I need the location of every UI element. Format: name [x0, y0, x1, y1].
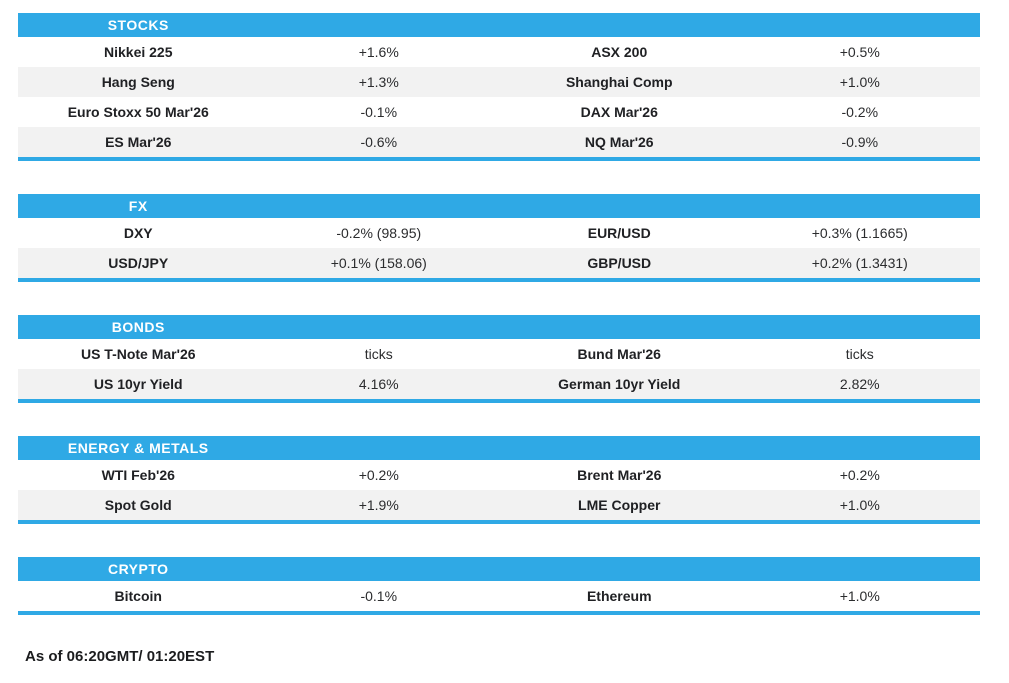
section-energy-metals: ENERGY & METALS WTI Feb'26 +0.2% Brent M… [18, 436, 980, 524]
instrument-label: German 10yr Yield [558, 376, 681, 392]
instrument-label: LME Copper [578, 497, 661, 513]
table-row: Spot Gold +1.9% LME Copper +1.0% [18, 490, 980, 520]
instrument-value: -0.1% [360, 104, 398, 120]
instrument-value: +0.3% (1.1665) [811, 225, 908, 241]
section-title: FX [128, 198, 148, 214]
instrument-value: -0.9% [841, 134, 879, 150]
instrument-value: +0.1% (158.06) [330, 255, 427, 271]
instrument-label: Bund Mar'26 [577, 346, 661, 362]
instrument-label: DAX Mar'26 [580, 104, 658, 120]
instrument-label: Shanghai Comp [565, 74, 673, 90]
instrument-label: Spot Gold [104, 497, 172, 513]
instrument-label: NQ Mar'26 [584, 134, 654, 150]
instrument-value: -0.6% [360, 134, 398, 150]
instrument-label: Brent Mar'26 [577, 467, 662, 483]
section-header: STOCKS [18, 13, 980, 37]
section-header: ENERGY & METALS [18, 436, 980, 460]
instrument-value: +1.0% [839, 497, 880, 513]
instrument-value: -0.2% (98.95) [336, 225, 422, 241]
section-fx: FX DXY -0.2% (98.95) EUR/USD +0.3% (1.16… [18, 194, 980, 282]
as-of-timestamp: As of 06:20GMT/ 01:20EST [25, 648, 215, 665]
section-stocks: STOCKS Nikkei 225 +1.6% ASX 200 +0.5% Ha… [18, 13, 980, 161]
market-snapshot-tables: STOCKS Nikkei 225 +1.6% ASX 200 +0.5% Ha… [18, 13, 980, 665]
table-row: Bitcoin -0.1% Ethereum +1.0% [18, 581, 980, 611]
instrument-label: US T-Note Mar'26 [80, 346, 196, 362]
instrument-value: +1.0% [839, 588, 880, 604]
table-row: Hang Seng +1.3% Shanghai Comp +1.0% [18, 67, 980, 97]
section-bonds: BONDS US T-Note Mar'26 ticks Bund Mar'26… [18, 315, 980, 403]
instrument-value: -0.1% [360, 588, 398, 604]
section-bottom-border [18, 278, 980, 282]
instrument-value: -0.2% [841, 104, 879, 120]
section-header: BONDS [18, 315, 980, 339]
instrument-label: Euro Stoxx 50 Mar'26 [67, 104, 209, 120]
section-title: STOCKS [107, 17, 169, 33]
table-row: Euro Stoxx 50 Mar'26 -0.1% DAX Mar'26 -0… [18, 97, 980, 127]
table-row: WTI Feb'26 +0.2% Brent Mar'26 +0.2% [18, 460, 980, 490]
instrument-label: EUR/USD [587, 225, 651, 241]
instrument-label: Nikkei 225 [104, 44, 173, 60]
section-bottom-border [18, 399, 980, 403]
instrument-label: GBP/USD [587, 255, 652, 271]
instrument-value: +0.2% [358, 467, 399, 483]
instrument-label: ES Mar'26 [105, 134, 172, 150]
instrument-value: 4.16% [358, 376, 399, 392]
section-crypto: CRYPTO Bitcoin -0.1% Ethereum +1.0% [18, 557, 980, 615]
instrument-value: ticks [845, 346, 874, 362]
instrument-label: Ethereum [586, 588, 652, 604]
instrument-label: ASX 200 [591, 44, 648, 60]
instrument-value: +1.3% [358, 74, 399, 90]
instrument-value: +0.5% [839, 44, 880, 60]
table-row: USD/JPY +0.1% (158.06) GBP/USD +0.2% (1.… [18, 248, 980, 278]
table-row: DXY -0.2% (98.95) EUR/USD +0.3% (1.1665) [18, 218, 980, 248]
section-bottom-border [18, 157, 980, 161]
section-bottom-border [18, 520, 980, 524]
instrument-label: Hang Seng [101, 74, 175, 90]
section-title: ENERGY & METALS [67, 440, 209, 456]
section-title: BONDS [111, 319, 165, 335]
instrument-label: WTI Feb'26 [101, 467, 175, 483]
section-bottom-border [18, 611, 980, 615]
instrument-value: +0.2% (1.3431) [811, 255, 908, 271]
section-header: FX [18, 194, 980, 218]
instrument-value: +1.0% [839, 74, 880, 90]
table-row: Nikkei 225 +1.6% ASX 200 +0.5% [18, 37, 980, 67]
section-title: CRYPTO [107, 561, 169, 577]
instrument-value: 2.82% [839, 376, 880, 392]
section-header: CRYPTO [18, 557, 980, 581]
table-row: US 10yr Yield 4.16% German 10yr Yield 2.… [18, 369, 980, 399]
table-row: US T-Note Mar'26 ticks Bund Mar'26 ticks [18, 339, 980, 369]
instrument-value: +1.6% [358, 44, 399, 60]
instrument-label: DXY [123, 225, 153, 241]
instrument-value: +0.2% [839, 467, 880, 483]
instrument-value: +1.9% [358, 497, 399, 513]
instrument-label: USD/JPY [108, 255, 169, 271]
instrument-label: US 10yr Yield [93, 376, 183, 392]
instrument-value: ticks [364, 346, 393, 362]
instrument-label: Bitcoin [114, 588, 162, 604]
table-row: ES Mar'26 -0.6% NQ Mar'26 -0.9% [18, 127, 980, 157]
